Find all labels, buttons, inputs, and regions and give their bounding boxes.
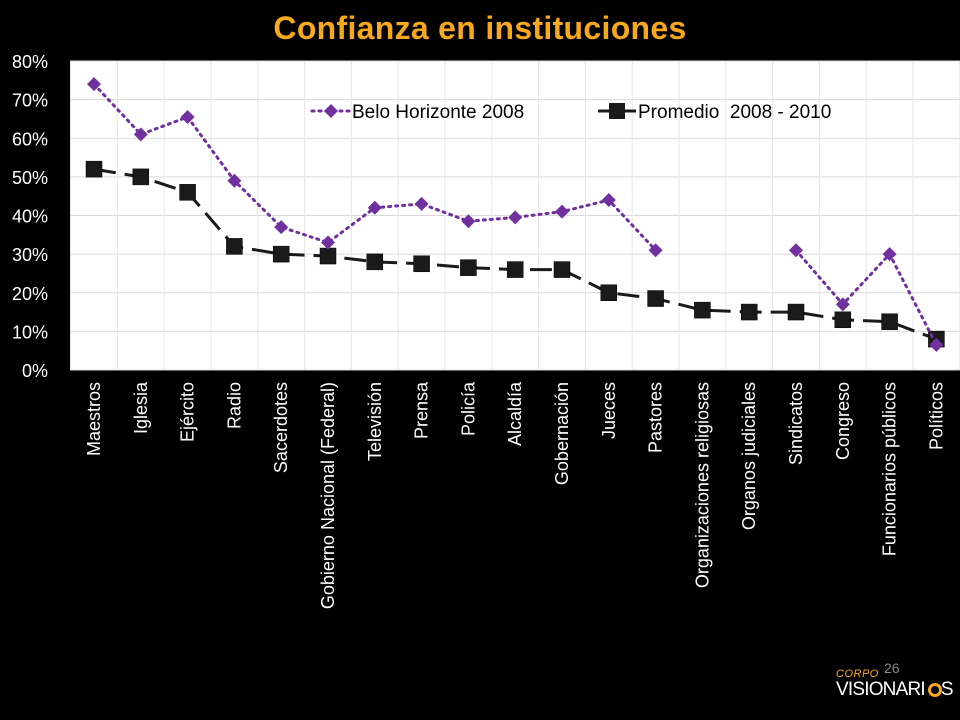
x-tick-label: Televisión <box>365 382 385 461</box>
logo-top-text: CORPO <box>836 668 879 680</box>
square-marker <box>85 160 103 178</box>
x-tick-label: Prensa <box>412 381 432 439</box>
diamond-marker <box>555 204 569 219</box>
diamond-marker <box>601 193 616 208</box>
diamond-marker <box>789 243 803 258</box>
x-tick-label: Organizaciones religiosas <box>692 382 712 588</box>
legend-label: Promedio 2008 - 2010 <box>638 102 831 123</box>
series-layer <box>85 77 945 352</box>
square-marker <box>600 284 618 301</box>
page-number: 26 <box>884 660 900 676</box>
x-tick-label: Maestros <box>84 382 104 456</box>
legend: Belo Horizonte 2008 Promedio 2008 - 2010 <box>310 102 831 123</box>
square-marker <box>179 184 196 201</box>
legend-square-marker <box>609 103 625 119</box>
diamond-marker <box>227 173 242 188</box>
y-tick-label: 80% <box>12 52 48 72</box>
square-marker <box>506 261 524 278</box>
y-tick-label: 40% <box>12 207 48 227</box>
legend-label: Belo Horizonte 2008 <box>352 102 524 123</box>
series-line <box>794 248 938 347</box>
logo-suffix: S <box>940 679 954 700</box>
logo-ring-icon <box>928 683 942 697</box>
x-tick-label: Congreso <box>833 382 853 460</box>
x-tick-label: Radio <box>224 382 244 429</box>
square-marker <box>413 255 430 273</box>
x-tick-label: Gobernación <box>552 382 572 485</box>
square-marker <box>694 301 711 319</box>
y-tick-label: 20% <box>12 284 48 304</box>
y-axis-ticks: 0% 10% 20% 30% 40% 50% 60% 70% 80% <box>12 52 48 381</box>
x-tick-label: Alcaldía <box>505 381 525 446</box>
y-tick-label: 10% <box>12 322 48 342</box>
x-tick-label: Gobierno Nacional (Federal) <box>318 382 338 609</box>
y-tick-label: 50% <box>12 168 48 188</box>
legend-diamond-marker <box>324 104 338 118</box>
x-tick-label: Pastores <box>646 382 666 453</box>
diamond-marker <box>133 127 148 142</box>
y-tick-label: 60% <box>12 129 48 149</box>
logo-bottom-text: VISIONARI S <box>836 679 954 701</box>
square-marker <box>740 303 758 321</box>
x-tick-label: Políticos <box>926 382 946 450</box>
square-marker <box>226 238 243 255</box>
diamond-marker <box>414 196 429 211</box>
series-belo-horizonte <box>87 77 944 352</box>
x-tick-label: Iglesia <box>131 381 151 434</box>
diamond-marker <box>87 77 101 92</box>
square-marker <box>319 247 337 265</box>
square-marker <box>834 311 852 329</box>
square-marker <box>553 261 571 278</box>
diamond-marker <box>321 235 335 250</box>
square-marker <box>881 313 898 330</box>
square-marker <box>460 259 477 276</box>
square-marker <box>366 253 384 271</box>
diamond-marker <box>648 243 663 258</box>
y-tick-label: 70% <box>12 91 48 111</box>
diamond-marker <box>274 220 289 235</box>
x-tick-label: Ejército <box>178 382 198 442</box>
x-tick-label: Jueces <box>599 382 619 439</box>
diamond-marker <box>929 337 944 352</box>
corpovisionarios-logo: CORPO VISIONARI S <box>836 668 954 710</box>
square-marker <box>647 290 664 307</box>
chart-title: Confianza en instituciones <box>273 10 687 46</box>
square-marker <box>132 168 150 186</box>
y-tick-label: 30% <box>12 245 48 265</box>
legend-item-belo-horizonte: Belo Horizonte 2008 <box>310 102 524 123</box>
x-tick-label: Funcionarios públicos <box>880 382 900 556</box>
diamond-marker <box>367 200 382 215</box>
x-axis-ticks: Maestros Iglesia Ejército Radio Sacerdotes Go… <box>84 381 946 609</box>
diamond-marker <box>835 297 850 312</box>
legend-item-promedio: Promedio 2008 - 2010 <box>598 102 831 123</box>
series-promedio <box>85 160 945 348</box>
y-tick-label: 0% <box>22 361 48 381</box>
diamond-marker <box>882 247 897 262</box>
x-tick-label: Policía <box>458 381 478 436</box>
diamond-marker <box>180 110 195 125</box>
x-tick-label: Sindicatos <box>786 382 806 465</box>
diamond-marker <box>461 214 476 229</box>
x-tick-label: Sacerdotes <box>271 382 291 473</box>
gridlines <box>70 60 960 371</box>
square-marker <box>272 245 290 263</box>
x-tick-label: Organos judiciales <box>739 382 759 530</box>
logo-word: VISIONARI <box>836 679 926 700</box>
diamond-marker <box>508 210 523 225</box>
square-marker <box>787 303 805 321</box>
